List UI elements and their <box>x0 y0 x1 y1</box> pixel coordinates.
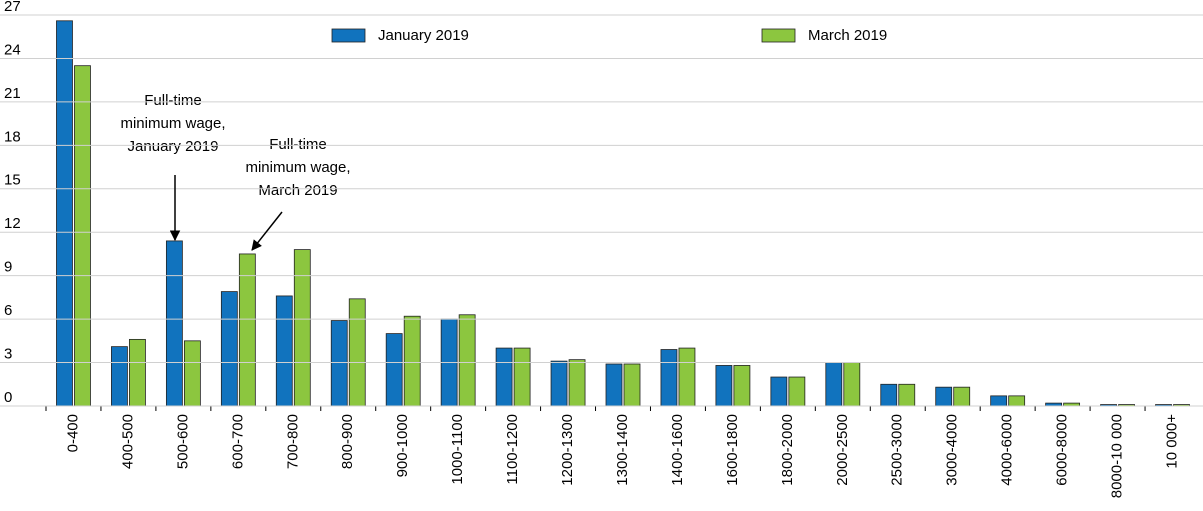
bar <box>568 359 586 407</box>
bar <box>990 395 1008 407</box>
bar <box>935 386 953 407</box>
bar <box>788 376 806 407</box>
bar <box>605 363 623 407</box>
bar <box>385 333 403 407</box>
legend-label: January 2019 <box>378 27 469 44</box>
y-tick-label: 18 <box>4 128 21 145</box>
x-tick-label: 2500-3000 <box>889 414 906 486</box>
annotation: minimum wage, <box>245 159 350 176</box>
x-tick-label: 2000-2500 <box>834 414 851 486</box>
bar <box>678 347 696 407</box>
bar <box>770 376 788 407</box>
legend-swatch <box>761 28 796 43</box>
x-tick-label: 1600-1800 <box>724 414 741 486</box>
y-tick-label: 27 <box>4 0 21 15</box>
legend-swatch <box>331 28 366 43</box>
annotation-arrow <box>251 211 283 251</box>
bar <box>513 347 531 407</box>
y-tick-label: 21 <box>4 85 21 102</box>
y-tick-label: 9 <box>4 259 12 276</box>
bar <box>330 320 348 407</box>
y-tick-label: 12 <box>4 215 21 232</box>
bar <box>74 65 91 407</box>
x-tick-label: 800-900 <box>339 414 356 469</box>
x-tick-label: 8000-10 000 <box>1109 414 1126 498</box>
bar <box>220 291 238 407</box>
bar <box>129 338 146 407</box>
x-tick-label: 4000-6000 <box>999 414 1016 486</box>
bar <box>1008 395 1026 407</box>
bar <box>238 253 256 407</box>
annotation: Full-time <box>144 92 202 109</box>
bar <box>843 362 861 407</box>
bar <box>183 340 201 407</box>
bar <box>953 386 971 407</box>
bar <box>495 347 513 407</box>
annotation: minimum wage, <box>120 115 225 132</box>
y-tick-label: 3 <box>4 346 12 363</box>
x-tick-label: 3000-4000 <box>944 414 961 486</box>
x-tick-label: 1300-1400 <box>614 414 631 486</box>
bar <box>348 298 366 407</box>
x-tick-label: 1200-1300 <box>559 414 576 486</box>
legend-label: March 2019 <box>808 27 887 44</box>
x-tick-label: 900-1000 <box>394 414 411 477</box>
bar <box>715 365 733 407</box>
x-tick-label: 700-800 <box>284 414 301 469</box>
x-tick-label: 600-700 <box>229 414 246 469</box>
y-tick-label: 6 <box>4 302 12 319</box>
bar <box>880 383 898 407</box>
bar <box>898 383 916 407</box>
annotation: Full-time <box>269 136 327 153</box>
bar <box>458 314 476 407</box>
x-tick-label: 1000-1100 <box>449 414 466 485</box>
bar <box>111 346 128 407</box>
x-tick-label: 400-500 <box>119 414 136 469</box>
bar <box>275 295 293 407</box>
x-tick-label: 10 000+ <box>1163 414 1180 469</box>
bar <box>293 249 311 407</box>
x-tick-label: 1400-1600 <box>669 414 686 486</box>
y-tick-label: 15 <box>4 172 21 189</box>
x-tick-label: 0-400 <box>64 414 81 452</box>
bar <box>56 20 73 407</box>
bar <box>660 349 678 407</box>
bar <box>403 315 421 407</box>
x-tick-label: 6000-8000 <box>1054 414 1071 486</box>
bar <box>733 365 751 407</box>
bar <box>623 363 641 407</box>
annotation: March 2019 <box>258 182 337 199</box>
x-tick-label: 1800-2000 <box>779 414 796 486</box>
bar <box>550 360 568 407</box>
y-tick-label: 24 <box>4 41 21 58</box>
x-tick-label: 500-600 <box>174 414 191 469</box>
annotation: January 2019 <box>128 138 219 155</box>
y-tick-label: 0 <box>4 389 12 406</box>
bar <box>165 240 183 407</box>
bar <box>825 362 843 407</box>
x-tick-label: 1100-1200 <box>504 414 521 485</box>
